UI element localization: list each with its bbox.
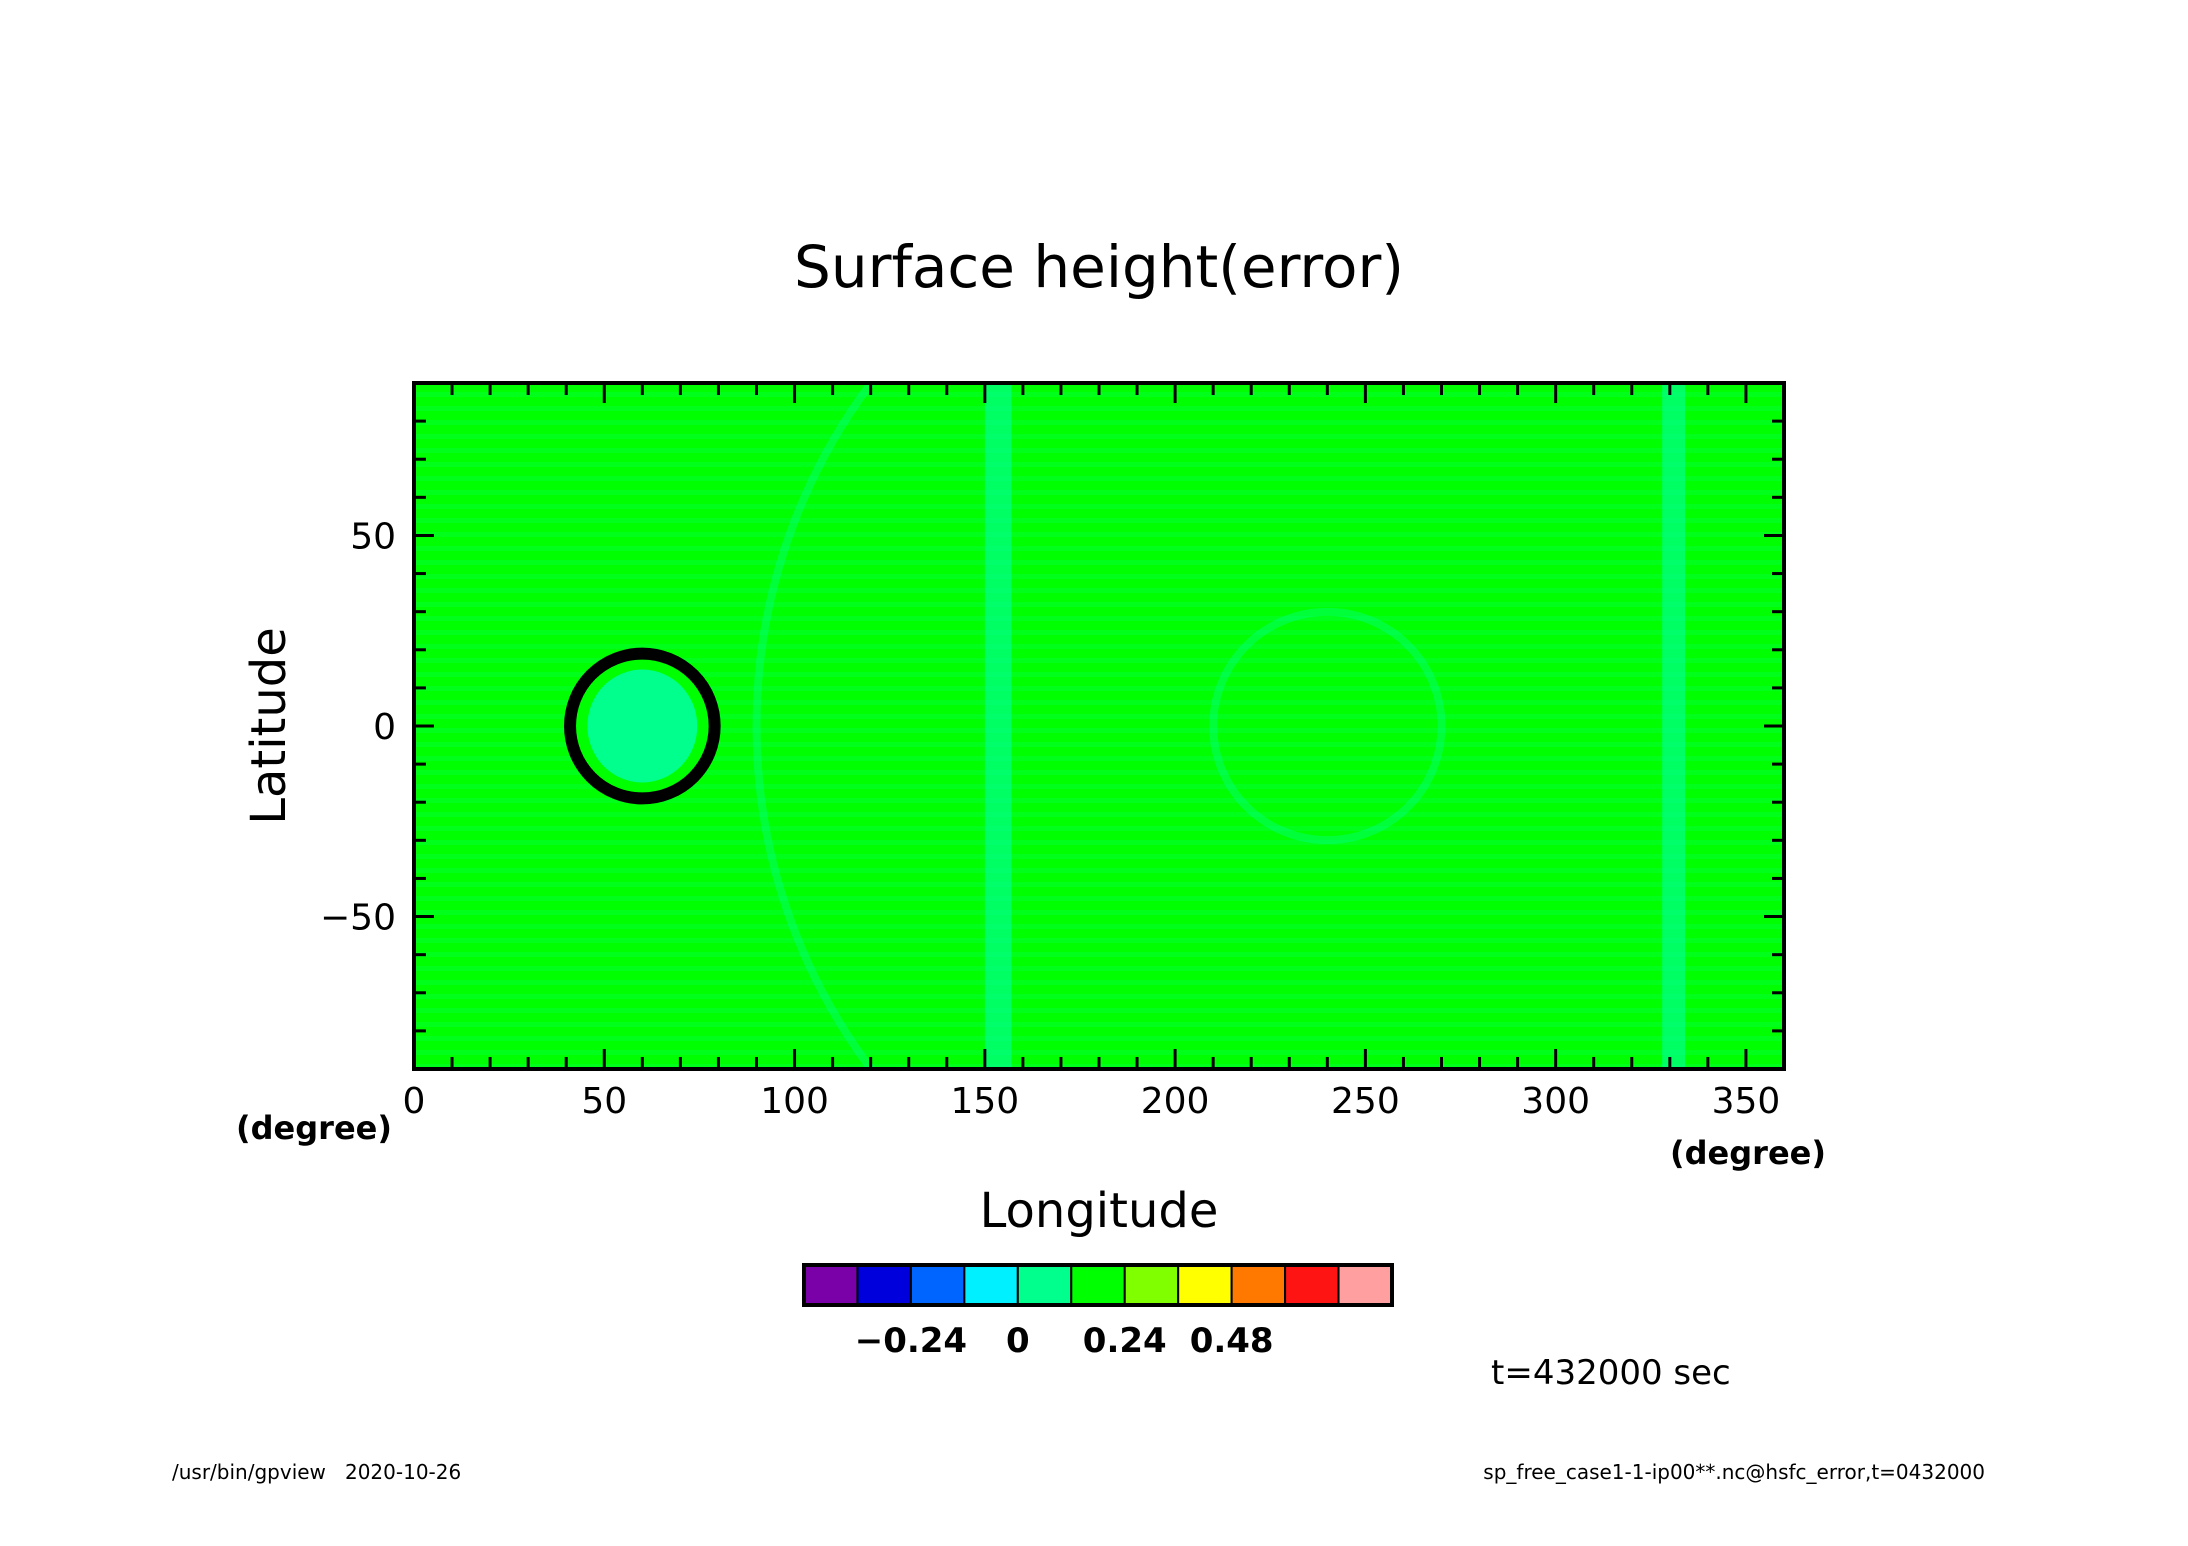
x-axis-title: Longitude [980, 1183, 1219, 1239]
colorbar-tick-label: 0 [1006, 1321, 1030, 1361]
y-axis: −50 0 50 [320, 381, 1784, 1071]
y-tick-label: −50 [320, 898, 396, 939]
field-bands [752, 383, 1784, 1069]
colorbar-tick-label: 0.24 [1083, 1321, 1167, 1361]
colorbar-swatch [1177, 1264, 1233, 1306]
y-tick-label: 50 [350, 516, 396, 557]
colorbar-swatch [856, 1264, 912, 1306]
y-axis-title: Latitude [241, 627, 297, 825]
time-label: t=432000 sec [1491, 1353, 1731, 1393]
colorbar-frame [802, 1263, 1394, 1307]
colorbar-swatch [1337, 1264, 1393, 1306]
x-tick-label: 150 [950, 1081, 1019, 1122]
plot-area [414, 383, 1784, 1069]
x-tick-label: 250 [1331, 1081, 1400, 1122]
colorbar-swatch [1016, 1264, 1073, 1306]
colorbar-tick-label: −0.24 [855, 1321, 967, 1361]
x-tick-label: 200 [1141, 1081, 1210, 1122]
x-axis: 0 50 100 150 200 250 300 350 [403, 383, 1786, 1122]
x-tick-label: 50 [581, 1081, 627, 1122]
chart-title: Surface height(error) [794, 233, 1404, 301]
y-tick-label: 0 [373, 707, 396, 748]
colorbar-swatch [963, 1264, 1019, 1306]
footer-left: /usr/bin/gpview 2020-10-26 [172, 1460, 461, 1484]
x-tick-label: 0 [403, 1081, 426, 1122]
field-band [1662, 383, 1686, 1069]
y-axis-unit: (degree) [236, 1109, 392, 1147]
bump-feature [564, 647, 721, 805]
field-contour [1209, 607, 1446, 845]
bump-inner-fill [587, 669, 698, 783]
colorbar-swatch [1123, 1264, 1180, 1306]
field-contour [752, 383, 1784, 1069]
footer-right: sp_free_case1-1-ip00**.nc@hsfc_error,t=0… [1483, 1460, 1985, 1484]
bump-ring [564, 647, 721, 805]
colorbar-swatch [803, 1264, 859, 1306]
colorbar: −0.24 0 0.24 0.48 [802, 1263, 1394, 1361]
colorbar-swatch [1284, 1264, 1340, 1306]
x-tick-label: 100 [760, 1081, 829, 1122]
colorbar-swatch [1230, 1264, 1287, 1306]
x-tick-label: 350 [1712, 1081, 1781, 1122]
x-tick-label: 300 [1521, 1081, 1590, 1122]
field-band [984, 383, 1012, 1069]
colorbar-swatch [1070, 1264, 1126, 1306]
colorbar-swatch [909, 1264, 966, 1306]
colorbar-tick-label: 0.48 [1190, 1321, 1274, 1361]
x-axis-unit: (degree) [1670, 1134, 1826, 1172]
